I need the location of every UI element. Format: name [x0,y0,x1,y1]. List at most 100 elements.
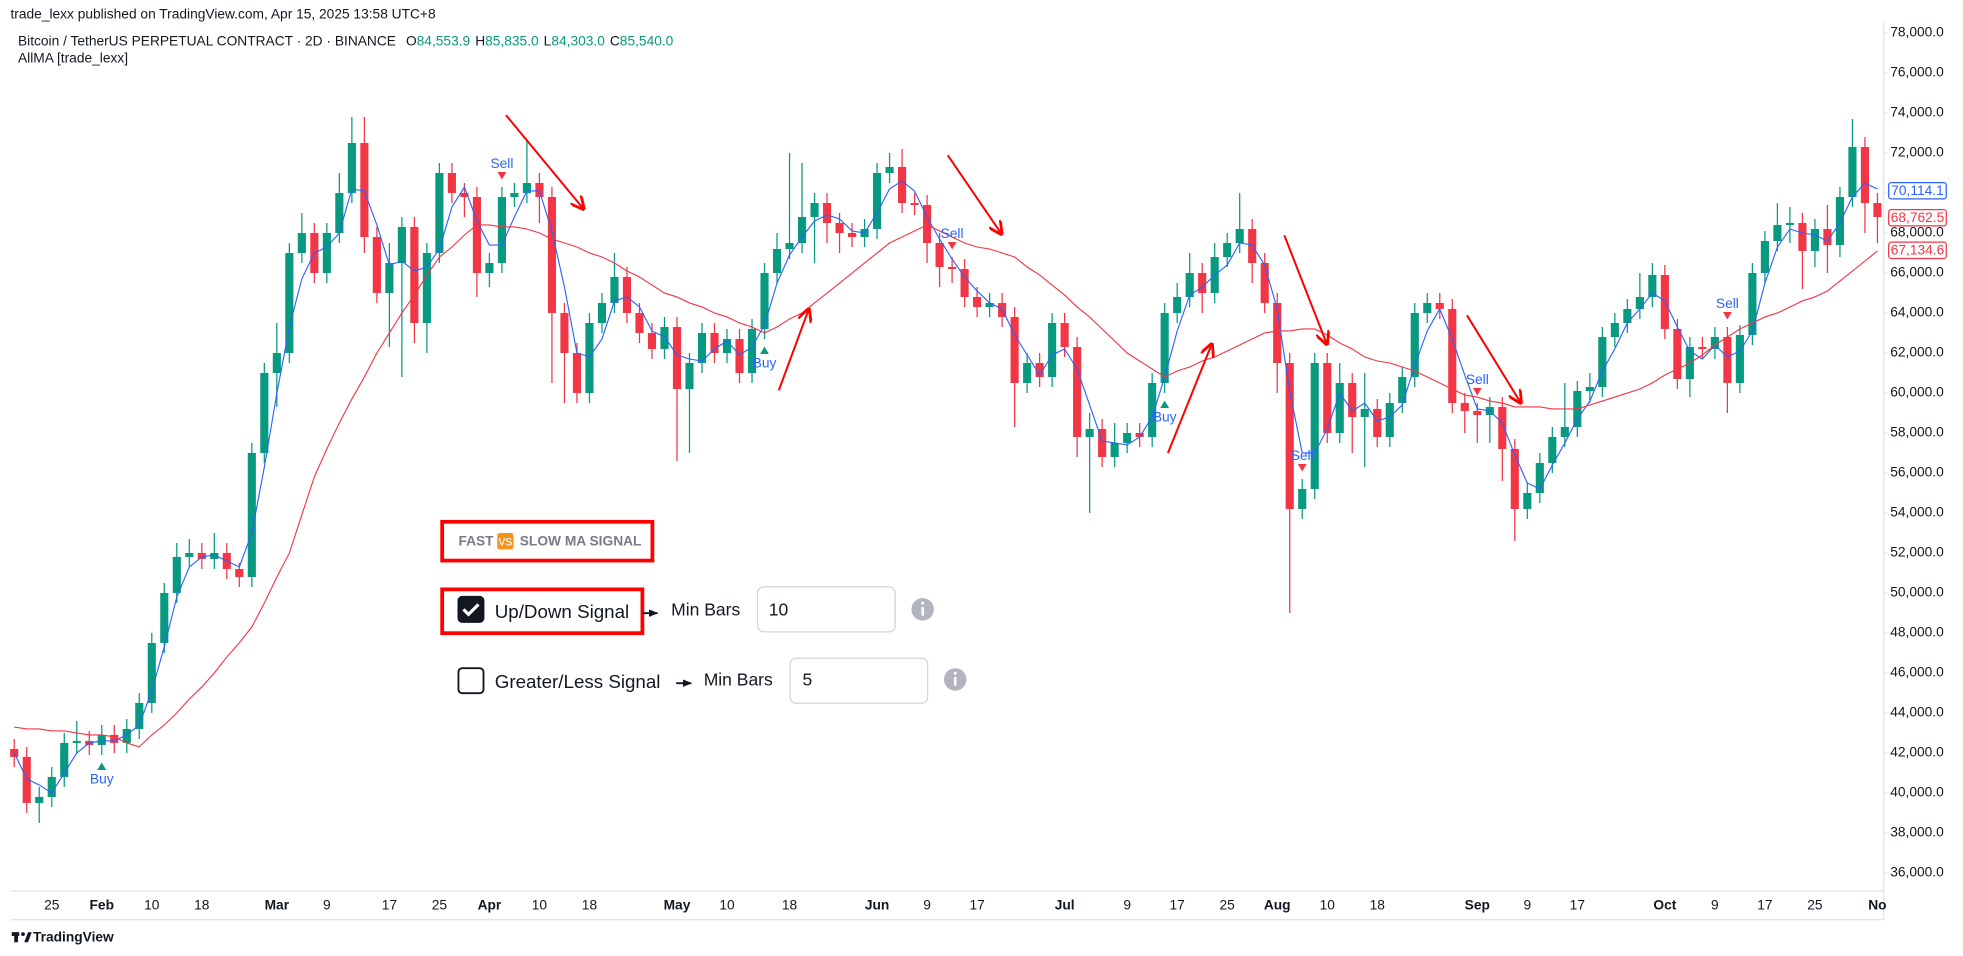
x-tick-label: 10 [532,898,548,913]
sell-marker [947,241,957,250]
candle-body [285,253,294,353]
candle-body [1698,346,1707,349]
candle-body [1273,302,1282,363]
arrow [505,114,584,209]
candle-body [672,326,682,389]
candle-body [1348,382,1357,417]
candle-body [1598,336,1607,387]
candle-body [585,322,594,393]
y-tick-label: 62,000.0 [1890,345,1944,360]
panel-title: SLOW MA SIGNAL [520,533,642,548]
candle-body [1373,408,1382,437]
candle-body [1235,229,1244,244]
candle-body [335,193,344,234]
candle-body [1323,362,1332,433]
candle-body [1535,462,1544,493]
signal-label: Buy [1153,410,1177,425]
x-tick-label: Apr [478,898,502,913]
candle-body [435,173,444,254]
candle-body [760,272,769,329]
candle-body [497,197,506,264]
candle-body [1823,229,1832,246]
x-tick-label: 25 [44,898,60,913]
checkbox[interactable] [457,667,485,695]
symbol-line: Bitcoin / TetherUS PERPETUAL CONTRACT · … [18,33,674,48]
candle-body [472,197,481,273]
y-tick-label: 52,000.0 [1890,545,1944,560]
x-tick-label: 17 [1570,898,1585,913]
y-tick-label: 60,000.0 [1890,385,1944,400]
candle-body [1785,223,1794,226]
candle-body [1860,147,1870,204]
signal-label: Buy [90,772,114,787]
candle-body [835,223,844,234]
footer-brand: TradingView [33,929,114,944]
candle-body [1473,410,1482,415]
candle-body [1085,428,1094,437]
x-tick-label: 10 [1320,898,1336,913]
candle-body [1298,488,1307,509]
x-tick-label: 9 [323,898,331,913]
x-tick-label: No [1868,898,1886,913]
x-tick-label: 17 [1757,898,1772,913]
y-tick-label: 56,000.0 [1890,465,1944,480]
candle-body [810,203,819,218]
x-tick-label: 25 [432,898,448,913]
candle-body [1335,382,1344,433]
x-tick-label: 10 [144,898,160,913]
ohlc-key: H [475,33,485,48]
checkbox[interactable] [457,595,485,623]
input[interactable] [756,586,896,633]
candle-body [397,227,406,264]
candle-body [422,253,431,323]
field-label: Min Bars [704,669,773,689]
moving-average-line [14,224,1878,748]
candle-body [1635,296,1644,309]
info-icon-glyph [953,671,957,675]
x-tick-label: 9 [1711,898,1719,913]
candle-body [185,552,194,557]
candle-body [210,552,219,559]
price-tag [1888,181,1947,200]
candle-body [272,352,281,373]
candle-body [1010,316,1019,383]
x-tick-label: May [664,898,691,913]
candle-body [910,203,919,206]
input[interactable] [789,657,929,704]
sell-marker [497,171,507,180]
x-tick-label: 25 [1220,898,1236,913]
arrow [777,309,809,391]
signal-label: Sell [1291,448,1314,463]
candle-body [172,556,181,593]
input-value: 10 [769,599,789,619]
annotation-arrows [505,114,1521,454]
candle-body [847,233,857,238]
footer-logo [11,932,32,943]
candle-body [572,352,582,393]
candle-body [985,302,994,307]
badge [497,533,514,550]
candle-body [1360,408,1369,417]
y-tick-label: 58,000.0 [1890,425,1944,440]
candle-body [360,143,369,238]
highlight-box [440,587,645,636]
ohlc-key: C [610,33,620,48]
signal-label: Sell [490,156,513,171]
candle-body [1735,334,1744,383]
arrow [1466,314,1521,403]
candle-body [1035,362,1044,377]
y-tick-label: 40,000.0 [1890,785,1944,800]
x-tick-label: 17 [382,898,397,913]
candle-body [1510,448,1519,509]
candle-body [322,233,331,273]
x-tick-label: 17 [969,898,984,913]
candle-body [97,734,106,745]
candle-body [1810,229,1819,252]
arrow [1283,234,1327,344]
candle-body [697,332,707,363]
buy-marker [97,762,107,770]
x-tick-label: 18 [1370,898,1386,913]
candle-body [1623,308,1632,323]
candle-body [1673,328,1682,379]
info-icon-glyph [953,676,957,686]
